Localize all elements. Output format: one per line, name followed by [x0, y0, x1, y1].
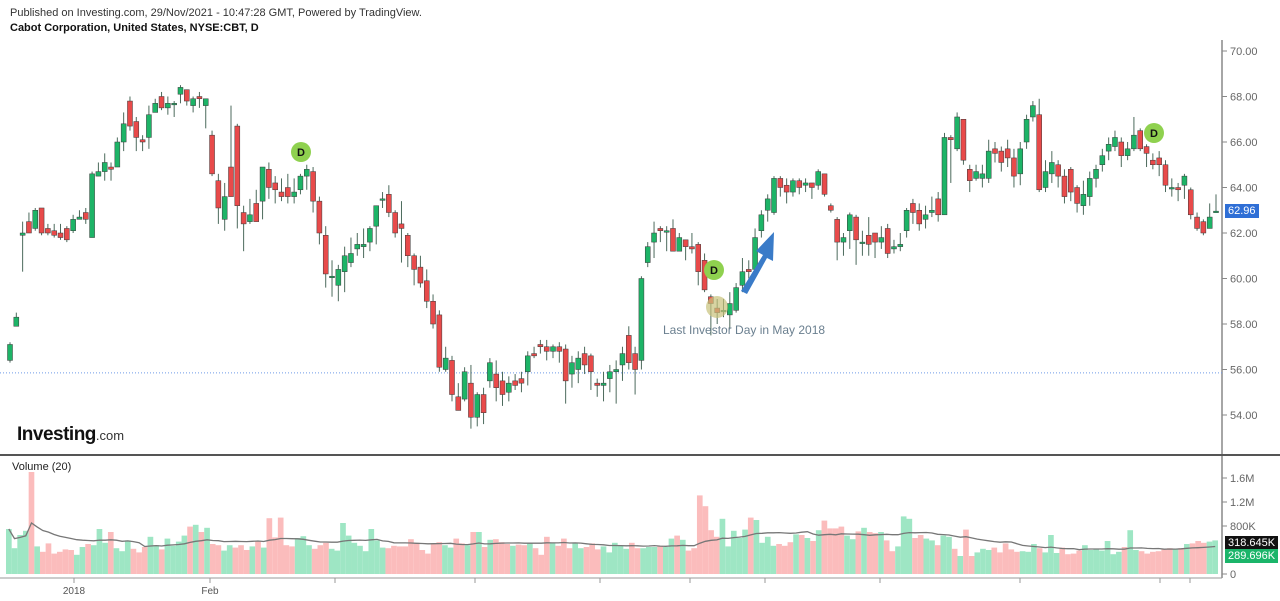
volume-tick-label: 0 [1230, 569, 1236, 581]
dividend-marker[interactable] [1144, 123, 1164, 143]
last-volume-tag: 289.696K [1225, 549, 1279, 563]
volume-pane-title: Volume (20) [12, 461, 72, 473]
price-tick-label: 54.00 [1230, 410, 1258, 422]
price-tick-label: 62.00 [1230, 228, 1258, 240]
time-label: Feb [201, 586, 219, 597]
investor-day-highlight [706, 296, 728, 318]
volume-tick-label: 1.6M [1230, 473, 1254, 485]
price-tick-label: 60.00 [1230, 274, 1258, 286]
price-tick-label: 66.00 [1230, 137, 1258, 149]
price-tick-label: 70.00 [1230, 46, 1258, 58]
price-tick-label: 58.00 [1230, 319, 1258, 331]
investor-day-annotation: Last Investor Day in May 2018 [663, 323, 826, 337]
volume-tick-label: 800K [1230, 521, 1256, 533]
dividend-marker[interactable] [704, 260, 724, 280]
price-tick-label: 64.00 [1230, 183, 1258, 195]
time-label: 2018 [63, 586, 86, 597]
published-line: Published on Investing.com, 29/Nov/2021 … [10, 7, 422, 19]
volume-tick-label: 1.2M [1230, 497, 1254, 509]
price-tick-label: 56.00 [1230, 365, 1258, 377]
symbol-title: Cabot Corporation, United States, NYSE:C… [10, 22, 259, 34]
up-arrow-icon [741, 232, 774, 294]
investing-logo: Investing.com [17, 424, 125, 445]
svg-text:D: D [710, 265, 718, 277]
volume-ma-tag: 318.645K [1225, 536, 1279, 550]
svg-text:D: D [297, 147, 305, 159]
svg-text:D: D [1150, 128, 1158, 140]
price-tick-label: 68.00 [1230, 92, 1258, 104]
volume-bars [6, 472, 1218, 574]
dividend-marker[interactable] [291, 142, 311, 162]
volume-ma-line [8, 522, 1216, 551]
candles [7, 85, 1219, 429]
last-price-tag: 62.96 [1225, 204, 1259, 218]
